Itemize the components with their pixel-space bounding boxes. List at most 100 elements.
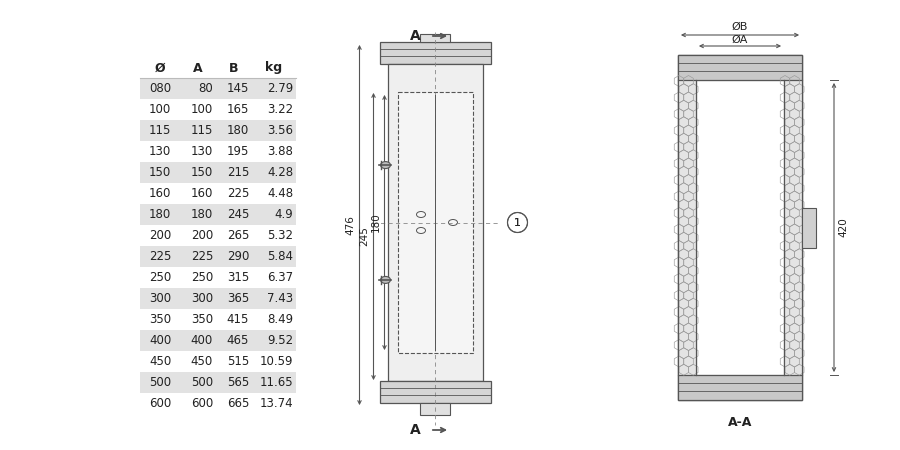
Text: 476: 476 [346, 215, 356, 235]
Text: A: A [410, 423, 420, 437]
Bar [696, 80, 784, 375]
Text: 450: 450 [191, 355, 213, 368]
Text: 80: 80 [198, 82, 213, 95]
Text: ØB: ØB [732, 22, 748, 32]
Text: Ø: Ø [155, 62, 166, 75]
Text: B: B [230, 62, 238, 75]
Text: 515: 515 [227, 355, 249, 368]
Text: 225: 225 [191, 250, 213, 263]
Text: A: A [194, 62, 202, 75]
Text: 200: 200 [191, 229, 213, 242]
Text: 245: 245 [227, 208, 249, 221]
Text: 165: 165 [227, 103, 249, 116]
Text: 080: 080 [148, 82, 171, 95]
Text: 265: 265 [227, 229, 249, 242]
Text: 5.32: 5.32 [267, 229, 293, 242]
Bar [140, 162, 296, 183]
Text: 3.88: 3.88 [267, 145, 293, 158]
Text: 100: 100 [191, 103, 213, 116]
Bar [140, 120, 296, 141]
Text: 500: 500 [148, 376, 171, 389]
Bar [140, 288, 296, 309]
Text: 6.37: 6.37 [267, 271, 293, 284]
Bar [388, 64, 482, 381]
Text: 8.49: 8.49 [267, 313, 293, 326]
Text: 215: 215 [227, 166, 249, 179]
Text: 150: 150 [148, 166, 171, 179]
Text: A-A: A-A [728, 415, 752, 428]
Bar [420, 34, 450, 42]
Bar [140, 78, 296, 99]
Text: 450: 450 [148, 355, 171, 368]
Text: 315: 315 [227, 271, 249, 284]
Text: 100: 100 [148, 103, 171, 116]
Ellipse shape [381, 162, 391, 169]
Bar [140, 372, 296, 393]
Text: 180: 180 [371, 213, 381, 232]
Text: 420: 420 [838, 218, 848, 238]
Text: ØA: ØA [732, 35, 748, 45]
Text: 600: 600 [148, 397, 171, 410]
Text: 225: 225 [227, 187, 249, 200]
Text: 350: 350 [148, 313, 171, 326]
Bar [420, 403, 450, 415]
Text: 130: 130 [191, 145, 213, 158]
Text: 465: 465 [227, 334, 249, 347]
Text: 245: 245 [359, 226, 370, 247]
Text: 7.43: 7.43 [267, 292, 293, 305]
Text: 300: 300 [148, 292, 171, 305]
Text: 115: 115 [191, 124, 213, 137]
Bar [140, 204, 296, 225]
Text: 3.22: 3.22 [267, 103, 293, 116]
Text: 2.79: 2.79 [266, 82, 293, 95]
Text: 565: 565 [227, 376, 249, 389]
Bar [380, 42, 491, 64]
Bar [398, 92, 472, 353]
Text: 500: 500 [191, 376, 213, 389]
Text: kg: kg [266, 62, 283, 75]
Text: 4.28: 4.28 [267, 166, 293, 179]
Text: 4.48: 4.48 [267, 187, 293, 200]
Text: 115: 115 [148, 124, 171, 137]
Text: 200: 200 [148, 229, 171, 242]
Text: A: A [410, 29, 420, 43]
Text: 9.52: 9.52 [267, 334, 293, 347]
Text: 5.84: 5.84 [267, 250, 293, 263]
Bar [678, 55, 802, 400]
Text: 13.74: 13.74 [259, 397, 293, 410]
Text: 290: 290 [227, 250, 249, 263]
Text: 3.56: 3.56 [267, 124, 293, 137]
Text: 415: 415 [227, 313, 249, 326]
Text: 400: 400 [148, 334, 171, 347]
Text: 180: 180 [148, 208, 171, 221]
Bar [140, 246, 296, 267]
Text: 225: 225 [148, 250, 171, 263]
Ellipse shape [381, 276, 391, 284]
Bar [140, 330, 296, 351]
Text: 180: 180 [227, 124, 249, 137]
Text: 160: 160 [148, 187, 171, 200]
Text: 160: 160 [191, 187, 213, 200]
Text: 145: 145 [227, 82, 249, 95]
Text: 180: 180 [191, 208, 213, 221]
Text: 195: 195 [227, 145, 249, 158]
Text: 4.9: 4.9 [274, 208, 293, 221]
Text: 1: 1 [514, 217, 521, 228]
Bar [784, 80, 802, 375]
Text: 365: 365 [227, 292, 249, 305]
Text: 300: 300 [191, 292, 213, 305]
Text: 250: 250 [191, 271, 213, 284]
Bar [678, 55, 802, 80]
Text: 150: 150 [191, 166, 213, 179]
Bar [802, 207, 816, 248]
Text: 600: 600 [191, 397, 213, 410]
Bar [678, 375, 802, 400]
Text: 250: 250 [148, 271, 171, 284]
Bar [678, 80, 696, 375]
Text: 400: 400 [191, 334, 213, 347]
Text: 350: 350 [191, 313, 213, 326]
Text: 665: 665 [227, 397, 249, 410]
Text: 11.65: 11.65 [259, 376, 293, 389]
Text: 10.59: 10.59 [259, 355, 293, 368]
Text: 130: 130 [148, 145, 171, 158]
